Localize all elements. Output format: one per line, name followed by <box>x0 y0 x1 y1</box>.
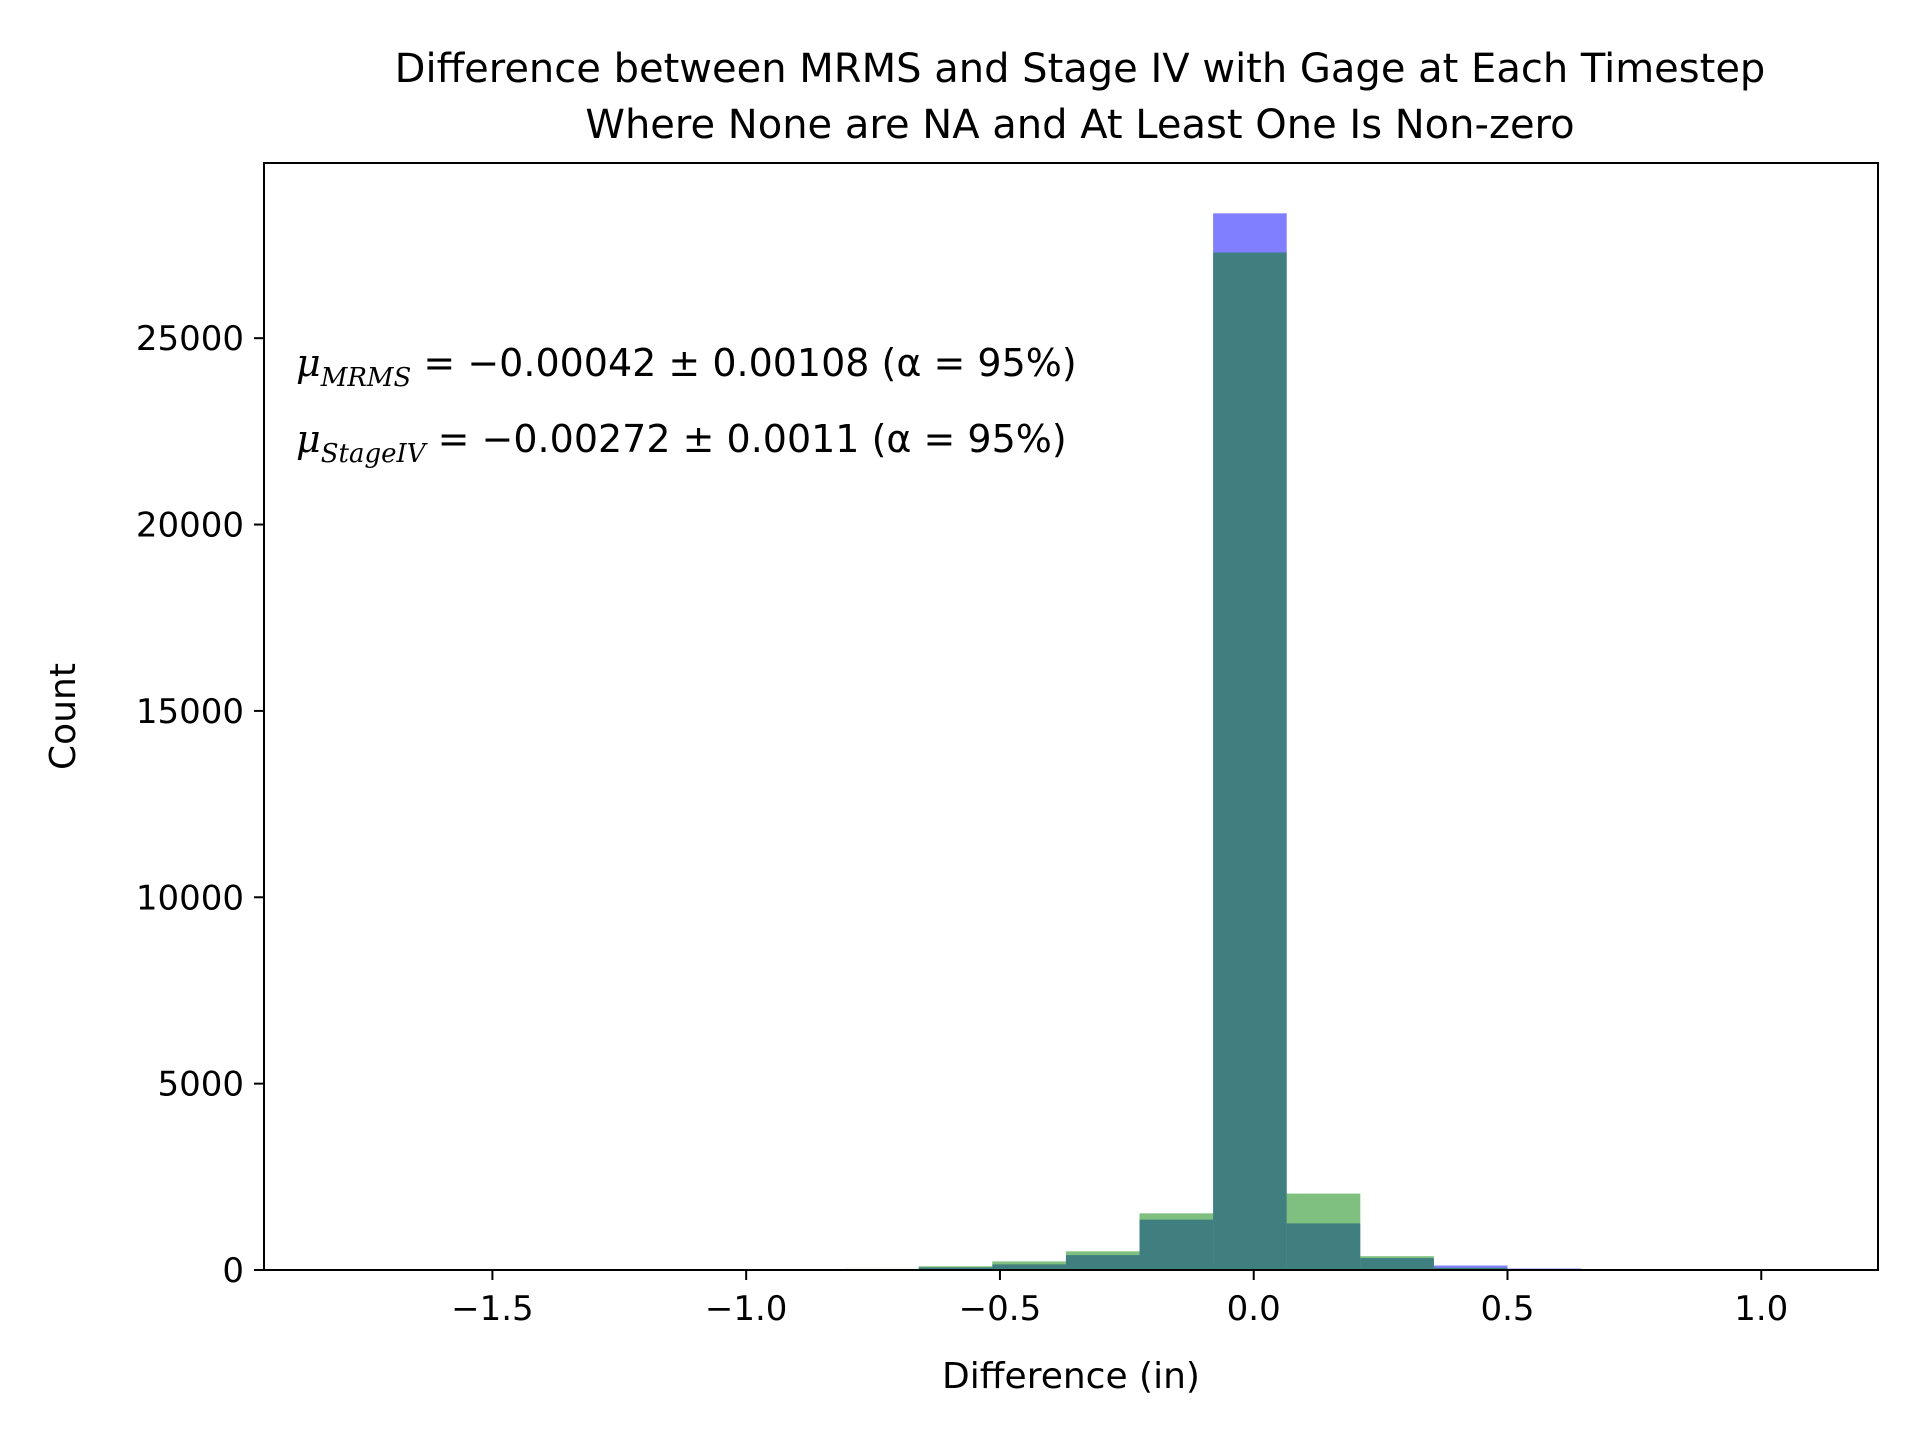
histogram-bar <box>1360 1256 1434 1270</box>
y-tick-label: 10000 <box>136 878 244 918</box>
mean-annotation: μStageIV = −0.00272 ± 0.0011 (α = 95%) <box>296 417 1067 469</box>
histogram-bar <box>1213 252 1287 1271</box>
y-axis-label: Count <box>43 663 84 770</box>
x-tick-label: 0.0 <box>1227 1289 1281 1329</box>
histogram-bar <box>1286 1193 1361 1270</box>
histogram-bar <box>1433 1267 1508 1270</box>
histogram-bar <box>1065 1251 1140 1270</box>
histogram-bar <box>918 1266 993 1270</box>
mean-annotation: μMRMS = −0.00042 ± 0.00108 (α = 95%) <box>296 341 1077 393</box>
y-tick-label: 0 <box>222 1251 244 1291</box>
chart-title: Difference between MRMS and Stage IV wit… <box>395 46 1766 148</box>
histogram-bar <box>992 1261 1066 1270</box>
x-tick-label: −1.0 <box>705 1289 788 1329</box>
x-tick-label: 1.0 <box>1734 1289 1788 1329</box>
x-tick-label: −0.5 <box>959 1289 1042 1329</box>
x-axis-label: Difference (in) <box>942 1356 1200 1397</box>
histogram-bar <box>1139 1213 1214 1270</box>
plot-area-frame <box>263 162 1879 1271</box>
y-tick-label: 5000 <box>157 1065 244 1105</box>
chart-title-line-1: Difference between MRMS and Stage IV wit… <box>395 46 1766 92</box>
x-tick-label: 0.5 <box>1480 1289 1534 1329</box>
y-axis: 0 5000 10000 15000 20000 25000 <box>136 319 264 1291</box>
y-tick-label: 15000 <box>136 692 244 732</box>
x-tick-label: −1.5 <box>451 1289 534 1329</box>
chart-title-line-2: Where None are NA and At Least One Is No… <box>585 102 1574 148</box>
mean-annotations: μMRMS = −0.00042 ± 0.00108 (α = 95%) μSta… <box>296 341 1077 469</box>
y-tick-label: 25000 <box>136 319 244 359</box>
x-axis: −1.5 −1.0 −0.5 0.0 0.5 1.0 <box>451 1270 1788 1329</box>
y-tick-label: 20000 <box>136 506 244 546</box>
